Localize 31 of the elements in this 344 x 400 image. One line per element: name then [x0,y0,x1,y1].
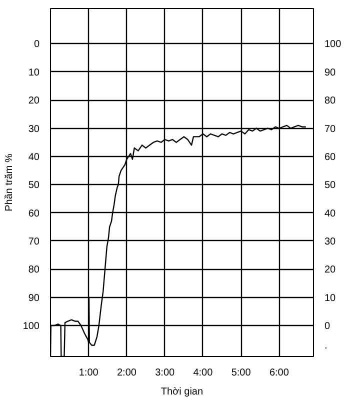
x-tick-label: 3:00 [155,368,176,378]
x-tick-label: 4:00 [193,368,214,378]
y2-tick-label: . [324,340,328,352]
y2-tick-label: 60 [324,152,336,163]
y-axis-title: Phần trăm % [4,153,15,212]
y-tick-label: 60 [28,208,40,220]
y-tick-label: 10 [28,67,40,78]
y2-tick-label: 100 [324,39,342,50]
y-tick-label: 100 [22,321,40,332]
y2-tick-label: 80 [324,96,336,107]
y2-tick-label: 20 [324,264,336,276]
y-tick-label: 50 [28,180,40,192]
y-tick-label: 40 [28,152,40,163]
x-tick-label: 2:00 [117,368,137,378]
x-axis-title: Thời gian [160,386,204,398]
x-tick-label: 6:00 [269,368,290,378]
y2-tick-label: 50 [324,180,336,192]
y-tick-label: 20 [28,96,40,107]
y-tick-label: 80 [28,264,40,276]
y-tick-label: 30 [28,124,40,135]
y2-tick-label: 40 [324,208,336,220]
y-tick-label: 70 [28,236,40,248]
y2-tick-label: 10 [324,292,336,304]
y2-tick-label: 30 [324,236,336,248]
x-tick-label: 1:00 [78,368,99,378]
y-tick-label: 0 [34,39,40,50]
y2-tick-label: 0 [324,321,330,332]
y2-tick-label: 70 [324,124,336,135]
y-tick-label: 90 [28,292,40,304]
x-tick-label: 5:00 [231,368,252,378]
y2-tick-label: 90 [324,67,336,78]
